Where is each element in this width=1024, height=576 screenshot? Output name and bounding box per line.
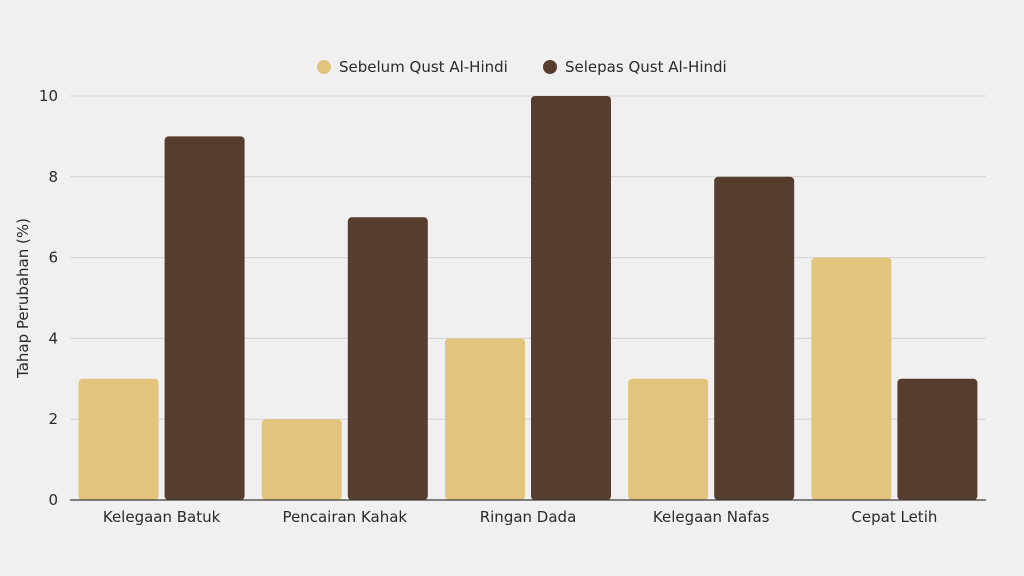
bar-sebelum-0 xyxy=(78,378,159,500)
x-tick-label: Cepat Letih xyxy=(851,508,937,526)
y-axis-title: Tahap Perubahan (%) xyxy=(14,218,32,379)
bar-sebelum-1 xyxy=(261,419,342,500)
y-tick-label: 0 xyxy=(48,491,58,509)
legend-swatch-sebelum xyxy=(317,60,331,74)
x-tick-label: Ringan Dada xyxy=(480,508,577,526)
bar-selepas-2 xyxy=(531,96,611,500)
bars xyxy=(78,96,978,501)
bar-selepas-0 xyxy=(164,136,245,500)
y-tick-label: 6 xyxy=(48,249,58,267)
y-tick-label: 10 xyxy=(39,87,58,105)
bar-sebelum-4 xyxy=(811,257,892,500)
y-tick-label: 2 xyxy=(48,410,58,428)
bar-selepas-4 xyxy=(897,378,978,500)
legend: Sebelum Qust Al-Hindi Selepas Qust Al-Hin… xyxy=(317,58,727,76)
axis-labels: 0 2 4 6 8 10 Kelegaan Batuk Pencairan Kahak Ring… xyxy=(39,87,937,526)
y-tick-label: 4 xyxy=(48,329,58,347)
x-tick-label: Kelegaan Nafas xyxy=(653,508,770,526)
legend-label-sebelum: Sebelum Qust Al-Hindi xyxy=(339,58,508,76)
bar-sebelum-3 xyxy=(628,378,709,500)
bar-selepas-1 xyxy=(347,217,428,500)
y-tick-label: 8 xyxy=(48,168,58,186)
legend-label-selepas: Selepas Qust Al-Hindi xyxy=(565,58,727,76)
bar-sebelum-2 xyxy=(445,338,525,500)
x-tick-label: Kelegaan Batuk xyxy=(103,508,221,526)
x-tick-label: Pencairan Kahak xyxy=(282,508,407,526)
bar-selepas-3 xyxy=(714,176,795,501)
legend-swatch-selepas xyxy=(543,60,557,74)
